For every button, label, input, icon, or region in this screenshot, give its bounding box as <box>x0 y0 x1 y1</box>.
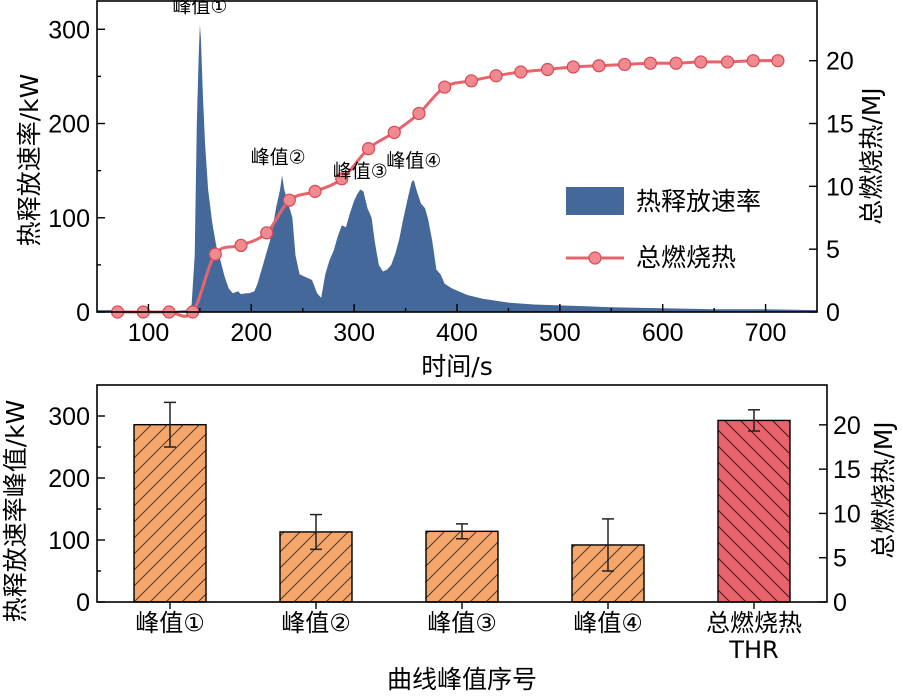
bar <box>133 423 207 603</box>
legend-thr-label: 总燃烧热 <box>636 243 736 272</box>
top-x-tick-label: 100 <box>128 319 170 347</box>
top-y2-axis: 0 5 10 15 20 <box>809 48 854 327</box>
bottom-category-label: 峰值① <box>135 609 205 637</box>
bottom-x-axis-title: 曲线峰值序号 <box>387 665 537 694</box>
thr-point <box>464 74 478 88</box>
legend-hrr-label: 热释放速率 <box>636 187 761 216</box>
bar <box>425 530 499 603</box>
top-y2-tick-label: 5 <box>826 236 840 264</box>
thr-point <box>308 184 322 198</box>
bottom-y-axis: 0 100 200 300 <box>48 403 105 617</box>
bottom-y2-tick-label: 20 <box>833 412 861 440</box>
bottom-y-tick-label: 200 <box>48 465 90 493</box>
thr-point <box>566 60 580 74</box>
top-y-tick-label: 100 <box>48 205 90 233</box>
hrr-area-series <box>97 24 817 312</box>
thr-point <box>438 80 452 94</box>
top-y-axis: 0 100 200 300 <box>48 16 105 327</box>
heat-release-time-chart: 100 200 300 400 500 600 700 0 100 200 300 0 5 10 15 2… <box>15 0 886 381</box>
error-bars <box>164 401 760 572</box>
top-y-axis-title: 热释放速率/kW <box>15 74 44 247</box>
thr-point <box>694 55 708 69</box>
peak-annotation: 峰值③ <box>333 160 388 182</box>
top-x-axis-title: 时间/s <box>421 352 492 381</box>
bottom-category-label: 总燃烧热 <box>706 609 802 637</box>
top-x-tick-label: 200 <box>230 319 272 347</box>
top-y-tick-label: 0 <box>76 299 90 327</box>
top-x-tick-label: 700 <box>745 319 787 347</box>
legend-thr-marker <box>588 251 602 265</box>
thr-point <box>514 65 528 79</box>
legend-hrr-swatch <box>566 187 624 215</box>
thr-point <box>282 193 296 207</box>
bottom-y-axis-title: 热释放速率峰值/kW <box>1 400 30 623</box>
thr-point <box>260 226 274 240</box>
bottom-category-label: 峰值③ <box>427 609 497 637</box>
thr-point <box>643 56 657 70</box>
thr-point <box>669 56 683 70</box>
top-y2-tick-label: 0 <box>826 299 840 327</box>
bar-thr <box>717 419 791 603</box>
bottom-y-tick-label: 100 <box>48 527 90 555</box>
bottom-y-tick-label: 300 <box>48 403 90 431</box>
peak-annotation: 峰值① <box>172 0 227 18</box>
top-y2-tick-label: 20 <box>826 48 854 76</box>
top-x-tick-label: 600 <box>642 319 684 347</box>
top-y-tick-label: 200 <box>48 111 90 139</box>
peak-annotation: 峰值② <box>251 146 306 168</box>
bottom-category-label: 峰值④ <box>573 609 643 637</box>
top-x-axis: 100 200 300 400 500 600 700 <box>128 304 787 347</box>
thr-point <box>489 69 503 83</box>
thr-point <box>771 54 785 68</box>
bottom-y2-tick-label: 15 <box>833 456 861 484</box>
top-x-tick-label: 300 <box>333 319 375 347</box>
thr-point <box>720 55 735 69</box>
thr-point <box>746 54 760 68</box>
thr-point <box>335 172 349 186</box>
top-y2-axis-title: 总燃烧热/MJ <box>857 87 886 224</box>
thr-point <box>592 59 606 73</box>
bottom-y2-axis: 0 5 10 15 20 <box>819 412 861 617</box>
bottom-y2-axis-title: 总燃烧热/MJ <box>869 421 898 558</box>
thr-point <box>618 57 632 72</box>
thr-point <box>387 125 401 139</box>
top-x-tick-label: 500 <box>539 319 581 347</box>
top-y2-tick-label: 10 <box>826 173 854 201</box>
top-legend: 热释放速率 总燃烧热 <box>566 187 761 272</box>
thr-point <box>412 106 426 121</box>
bottom-category-label: 峰值② <box>281 609 351 637</box>
bottom-y2-tick-label: 5 <box>833 545 847 573</box>
peak-annotation: 峰值④ <box>386 150 441 172</box>
thr-point <box>540 62 555 77</box>
top-x-tick-label: 400 <box>436 319 478 347</box>
bottom-category-label: THR <box>728 636 778 664</box>
thr-point <box>208 247 222 261</box>
thr-point <box>234 238 248 253</box>
thr-point <box>361 142 376 156</box>
bottom-y-tick-label: 0 <box>76 589 90 617</box>
top-y2-tick-label: 15 <box>826 111 854 139</box>
bottom-y2-tick-label: 10 <box>833 500 861 528</box>
top-y-tick-label: 300 <box>48 16 90 44</box>
bottom-y2-tick-label: 0 <box>833 589 847 617</box>
bars <box>133 419 791 603</box>
